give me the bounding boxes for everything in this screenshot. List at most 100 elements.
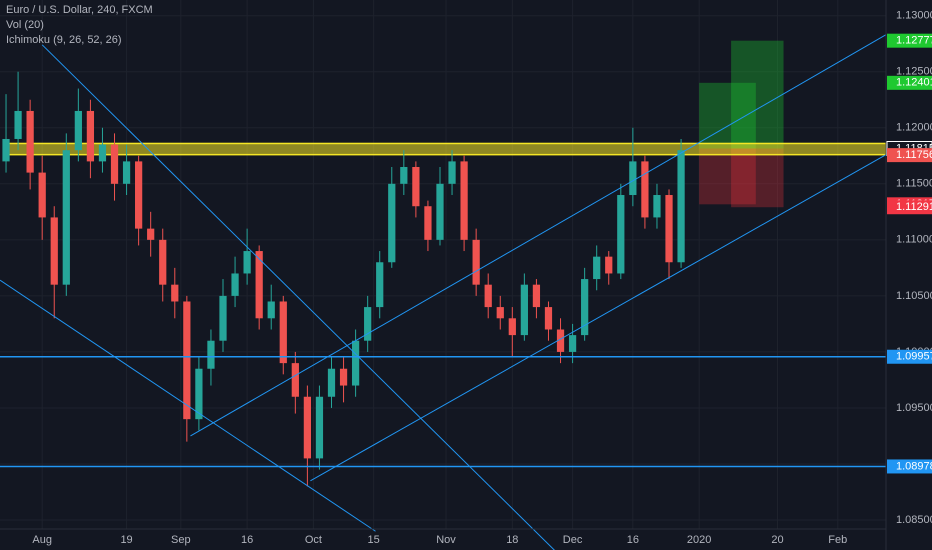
candle-body [38, 172, 46, 218]
candle-body [508, 318, 516, 336]
candle-body [122, 161, 131, 184]
candle-body [376, 262, 384, 308]
candle-body [677, 150, 685, 263]
price-tag [887, 148, 932, 163]
candle-body [605, 256, 613, 274]
y-tick-label: 1.13000 [896, 10, 932, 22]
indicator-label: Ichimoku (9, 26, 52, 26) [6, 34, 122, 46]
candle-body [243, 251, 251, 274]
y-tick-label: 1.12000 [896, 122, 932, 134]
candle-body [279, 301, 287, 364]
candle-body [327, 368, 336, 397]
candle-body [135, 161, 143, 229]
candle-body [231, 273, 239, 296]
price-tag-label: 1.12401 [896, 77, 932, 89]
x-tick-label: Nov [436, 534, 456, 546]
candle-body [436, 183, 444, 240]
trendline [0, 279, 376, 532]
x-tick-label: Oct [305, 534, 322, 546]
candle-body [2, 138, 10, 162]
candle-body [412, 166, 420, 207]
candle-body [351, 340, 360, 386]
candle-body [195, 368, 203, 420]
candle-body [400, 166, 408, 184]
candle-body [315, 396, 324, 459]
loss-zone [699, 148, 756, 205]
candle-body [496, 307, 504, 319]
candle-body [629, 161, 637, 196]
candle-body [532, 284, 541, 308]
x-tick-label: Sep [171, 534, 191, 546]
resistance-zone [7, 142, 887, 156]
candle-body [472, 239, 480, 285]
candle-body [448, 161, 456, 184]
candle-body [207, 340, 215, 369]
x-tick-label: 16 [241, 534, 253, 546]
candle-body [556, 329, 565, 352]
plot [0, 34, 887, 550]
candle-body [424, 206, 432, 240]
candle-body [171, 284, 179, 302]
candle-body [388, 183, 396, 263]
candle-body [593, 256, 601, 280]
x-tick-label: 20 [771, 534, 783, 546]
candle-body [74, 110, 82, 151]
x-tick-label: 2020 [687, 534, 711, 546]
price-tag [887, 349, 932, 364]
price-tag-label: 1.08978 [896, 460, 932, 472]
candle-body [617, 195, 625, 274]
price-tag [887, 200, 932, 215]
candle-body [255, 251, 263, 319]
candle-body [460, 161, 468, 240]
candle-body [50, 217, 58, 285]
x-tick-label: Feb [828, 534, 847, 546]
x-tick-label: 16 [627, 534, 639, 546]
candle-body [520, 284, 528, 336]
y-tick-label: 1.09500 [896, 402, 932, 414]
loss-zone [731, 148, 784, 208]
candle-body [641, 161, 649, 218]
trendline [310, 154, 887, 482]
x-tick-label: Dec [563, 534, 583, 546]
price-tag-label: 1.12777 [896, 35, 932, 47]
y-tick-label: 1.08500 [896, 514, 932, 526]
y-tick-label: 1.11000 [896, 234, 932, 246]
y-tick-label: 1.11500 [896, 178, 932, 190]
candle-body [147, 228, 155, 240]
candle-body [86, 110, 95, 162]
candle-body [364, 307, 372, 341]
chart-title: Euro / U.S. Dollar, 240, FXCM [6, 4, 153, 16]
x-tick-label: 19 [120, 534, 132, 546]
candle-body [568, 335, 577, 352]
price-tag [887, 75, 932, 90]
price-tag-label: 1.09957 [896, 351, 932, 363]
indicator-label: Vol (20) [6, 19, 44, 31]
x-tick-label: Aug [32, 534, 52, 546]
y-tick-label: 1.10500 [896, 290, 932, 302]
profit-zone [731, 40, 784, 149]
candle-body [484, 284, 492, 308]
candle-body [267, 301, 275, 319]
trendline [190, 34, 887, 437]
candle-body [581, 279, 589, 336]
candle-body [26, 110, 34, 173]
price-tag [887, 459, 932, 474]
x-tick-label: 15 [368, 534, 380, 546]
candle-body [159, 239, 167, 285]
candle-body [291, 363, 299, 397]
candle-body [665, 195, 673, 263]
candle-body [303, 396, 312, 459]
x-tick-label: 18 [506, 534, 518, 546]
y-tick-label: 1.12500 [896, 66, 932, 78]
candle-body [62, 150, 70, 285]
candle-body [219, 295, 227, 341]
candle-body [653, 195, 661, 218]
price-tag [887, 33, 932, 48]
candle-body [544, 307, 553, 330]
price-tag-label: 1.11291 [896, 201, 932, 213]
axes: 1.085001.090001.095001.100001.105001.110… [32, 10, 932, 546]
candle-body [14, 110, 22, 139]
